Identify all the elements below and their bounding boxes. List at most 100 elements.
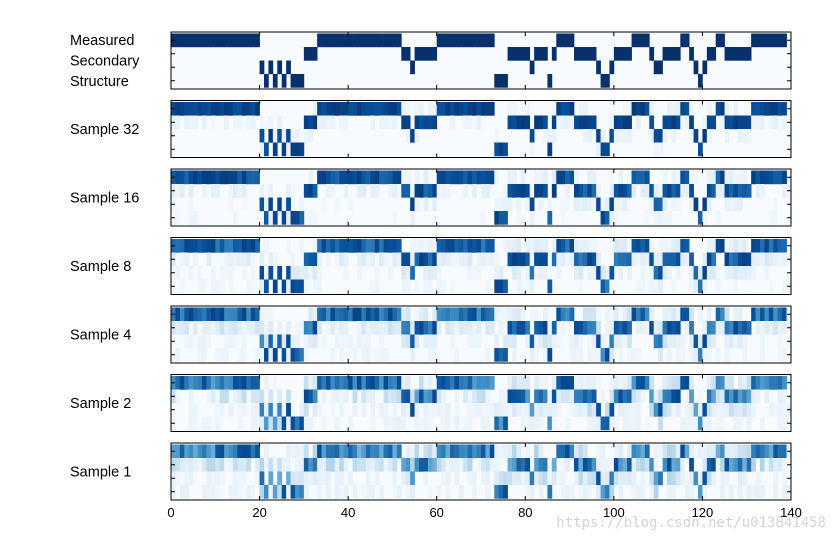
heatmap-cell [649, 102, 655, 116]
heatmap-cell [680, 170, 686, 185]
heatmap-cell [662, 239, 668, 253]
heatmap-cell [472, 471, 477, 486]
heatmap-cell [202, 444, 207, 459]
heatmap-cell [365, 307, 371, 322]
heatmap-cell [724, 389, 730, 404]
heatmap-cell [516, 239, 522, 253]
heatmap-cell [724, 197, 730, 212]
heatmap-cell [507, 389, 513, 404]
heatmap-cell [401, 307, 407, 322]
heatmap-cell [423, 252, 429, 267]
heatmap-cell [512, 307, 517, 322]
heatmap-cell [286, 471, 291, 486]
heatmap-cell [782, 307, 787, 322]
heatmap-cell [662, 211, 668, 225]
heatmap-cell [277, 60, 283, 75]
heatmap-cell [392, 458, 398, 472]
heatmap-cell [768, 211, 774, 225]
heatmap-cell [365, 458, 371, 472]
heatmap-cell [463, 444, 469, 459]
heatmap-cell [290, 471, 296, 486]
heatmap-cell [281, 129, 287, 143]
heatmap-cell [777, 170, 783, 185]
heatmap-cell [188, 33, 194, 48]
heatmap-cell [503, 239, 508, 253]
heatmap-cell [644, 252, 650, 267]
heatmap-cell [613, 334, 619, 349]
heatmap-cell [348, 102, 353, 116]
heatmap-cell [467, 471, 473, 486]
heatmap-cell [582, 307, 588, 322]
heatmap-cell [334, 239, 340, 253]
heatmap-cell [609, 60, 615, 75]
heatmap-cell [272, 485, 278, 499]
heatmap-cell [507, 102, 513, 116]
heatmap-cell [286, 485, 291, 499]
heatmap-cell [751, 170, 756, 185]
heatmap-cell [339, 170, 345, 185]
heatmap-cell [268, 60, 274, 75]
heatmap-cell [525, 184, 531, 198]
heatmap-cell [671, 389, 677, 404]
heatmap-cell [578, 239, 584, 253]
heatmap-cell [662, 252, 668, 267]
heatmap-cell [379, 307, 384, 322]
heatmap-cell [560, 389, 566, 404]
heatmap-cell [374, 266, 380, 280]
heatmap-cell [631, 33, 637, 48]
heatmap-cell [525, 458, 531, 472]
heatmap-cell [419, 444, 424, 459]
heatmap-cell [653, 458, 659, 472]
heatmap-cell [485, 348, 491, 362]
heatmap-cell [702, 211, 708, 225]
heatmap-cell [768, 321, 774, 335]
heatmap-cell [662, 184, 668, 198]
heatmap-cell [441, 471, 446, 486]
heatmap-cell [405, 266, 411, 280]
heatmap-cell [649, 129, 655, 143]
heatmap-cell [268, 129, 274, 143]
heatmap-cell [228, 266, 234, 280]
heatmap-cell [312, 115, 318, 130]
heatmap-cell [684, 184, 690, 198]
heatmap-cell [658, 197, 663, 212]
heatmap-cell [551, 239, 557, 253]
heatmap-cell [706, 471, 712, 486]
heatmap-cell [299, 471, 305, 486]
heatmap-cell [582, 102, 588, 116]
heatmap-cell [684, 170, 690, 185]
heatmap-cell [662, 115, 668, 130]
heatmap-cell [560, 252, 566, 267]
heatmap-cell [206, 416, 212, 431]
heatmap-cell [644, 211, 650, 225]
heatmap-cell [556, 444, 562, 459]
heatmap-cell [259, 403, 265, 417]
heatmap-cell [693, 279, 699, 294]
heatmap-cell [715, 102, 721, 116]
heatmap-cell [343, 102, 349, 116]
heatmap-cell [348, 239, 353, 253]
heatmap-cell [543, 115, 548, 130]
heatmap-cell [361, 102, 367, 116]
heatmap-cell [228, 444, 234, 459]
heatmap-cell [246, 307, 252, 322]
heatmap-cell [361, 458, 367, 472]
heatmap-cell [436, 321, 442, 335]
heatmap-cell [689, 279, 694, 294]
heatmap-cell [427, 376, 433, 390]
heatmap-cell [675, 444, 681, 459]
heatmap-cell [476, 252, 482, 267]
heatmap-cell [250, 252, 256, 267]
heatmap-cell [339, 444, 345, 459]
heatmap-cell [587, 334, 593, 349]
heatmap-cell [742, 47, 748, 61]
heatmap-cell [414, 170, 420, 185]
heatmap-cell [450, 307, 455, 322]
heatmap-cell [237, 239, 243, 253]
heatmap-cell [193, 239, 198, 253]
heatmap-cell [689, 252, 694, 267]
heatmap-cell [352, 102, 358, 116]
heatmap-cell [667, 239, 672, 253]
heatmap-cell [365, 334, 371, 349]
heatmap-cell [317, 170, 322, 185]
